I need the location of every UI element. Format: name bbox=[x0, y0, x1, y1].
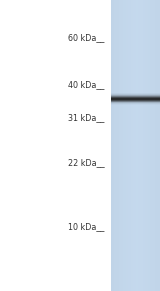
Bar bbox=[123, 0, 126, 291]
Bar bbox=[111, 99, 160, 100]
Bar bbox=[153, 0, 155, 291]
Text: 31 kDa__: 31 kDa__ bbox=[68, 113, 105, 122]
Bar bbox=[138, 0, 140, 291]
Bar bbox=[111, 96, 160, 97]
Bar bbox=[111, 98, 160, 99]
Bar bbox=[111, 103, 160, 104]
Bar bbox=[111, 95, 160, 96]
Bar bbox=[150, 0, 153, 291]
Bar bbox=[114, 0, 116, 291]
Bar bbox=[143, 0, 145, 291]
Bar bbox=[133, 0, 136, 291]
Bar bbox=[111, 101, 160, 102]
Bar bbox=[111, 0, 160, 291]
Text: 60 kDa__: 60 kDa__ bbox=[68, 33, 105, 42]
Bar bbox=[158, 0, 160, 291]
Bar bbox=[145, 0, 148, 291]
Bar bbox=[111, 97, 160, 98]
Bar bbox=[111, 94, 160, 95]
Bar bbox=[116, 0, 119, 291]
Bar bbox=[121, 0, 123, 291]
Bar bbox=[148, 0, 150, 291]
Bar bbox=[136, 0, 138, 291]
Text: 40 kDa__: 40 kDa__ bbox=[68, 80, 105, 89]
Bar bbox=[111, 0, 114, 291]
Bar bbox=[111, 104, 160, 105]
Bar bbox=[111, 93, 160, 94]
Bar bbox=[140, 0, 143, 291]
Text: 10 kDa__: 10 kDa__ bbox=[68, 223, 105, 231]
Bar bbox=[131, 0, 133, 291]
Bar bbox=[111, 102, 160, 103]
Bar bbox=[111, 100, 160, 101]
Bar bbox=[126, 0, 128, 291]
Text: 22 kDa__: 22 kDa__ bbox=[68, 159, 105, 167]
Bar bbox=[119, 0, 121, 291]
Bar bbox=[128, 0, 131, 291]
Bar bbox=[155, 0, 158, 291]
